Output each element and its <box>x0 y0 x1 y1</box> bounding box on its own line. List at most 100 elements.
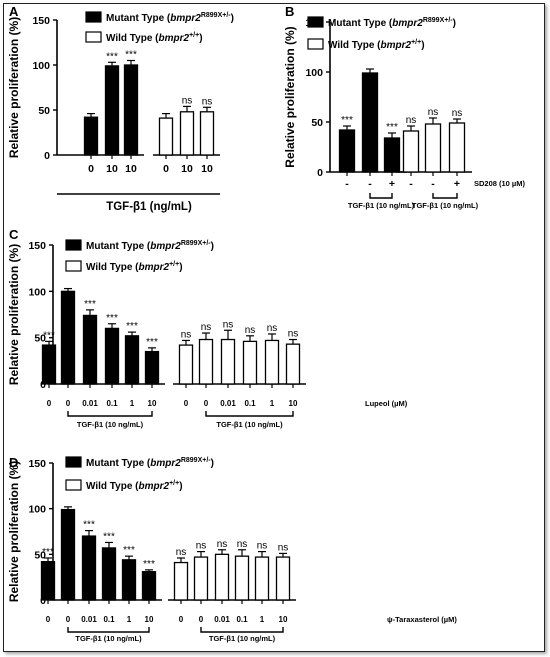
x-tick-label-A: 10 <box>201 163 213 175</box>
treatment-bracket-B <box>369 193 393 199</box>
y-axis-label-A: Relative proliferation (%) <box>7 17 21 158</box>
treatment-bracket-D <box>67 627 150 633</box>
significance-label-A: *** <box>106 51 118 62</box>
x-tick-label-D: 10 <box>279 615 288 624</box>
significance-label-C: ns <box>288 329 299 340</box>
significance-label-D: *** <box>123 545 135 556</box>
panel-letter-B: B <box>285 4 294 19</box>
x-tick-label-C: 0.01 <box>82 399 98 408</box>
bar-C-wild-2 <box>220 338 236 385</box>
significance-label-C: ns <box>267 323 278 334</box>
legend-label-D-wild: Wild Type (bmpr2+/+) <box>86 480 183 492</box>
x-tick-label-C: 10 <box>289 399 298 408</box>
legend-swatch-A-mutant <box>85 11 102 23</box>
significance-label-B: *** <box>341 115 353 126</box>
y-tick-label-C: 50 <box>34 333 46 345</box>
x-tick-label-D: 0.1 <box>236 615 248 624</box>
bar-A-wild-0 <box>158 117 174 156</box>
bar-C-mutant-0 <box>41 344 57 385</box>
x-tick-label-C: 0 <box>204 399 209 408</box>
significance-label-B: *** <box>386 122 398 133</box>
bar-D-mutant-0 <box>40 560 56 601</box>
bar-D-wild-5 <box>275 556 291 601</box>
legend-label-B-wild: Wild Type (bmpr2+/+) <box>328 39 425 51</box>
treatment-bracket-B <box>432 193 458 199</box>
significance-label-C: ns <box>223 319 234 330</box>
legend-swatch-D-wild <box>65 479 82 491</box>
legend-label-D-mutant: Mutant Type (bmpr2R899X+/-) <box>86 457 214 469</box>
y-tick-label-A: 100 <box>32 60 50 72</box>
significance-label-B: ns <box>406 115 417 126</box>
x-tick-label-D: 1 <box>127 615 132 624</box>
x-tick-label-D: 10 <box>145 615 154 624</box>
y-tick-label-B: 0 <box>317 167 323 179</box>
significance-label-C: ns <box>201 322 212 333</box>
y-tick-label-C: 0 <box>40 379 46 391</box>
bar-C-wild-3 <box>242 340 258 385</box>
significance-label-D: ns <box>237 539 248 550</box>
bar-C-mutant-4 <box>124 335 140 385</box>
x-tick-label-B: + <box>389 178 395 190</box>
legend-label-C-wild: Wild Type (bmpr2+/+) <box>86 261 183 273</box>
x-tick-label-C: 1 <box>130 399 135 408</box>
x-tick-label-D: 1 <box>260 615 265 624</box>
significance-label-A: ns <box>182 95 193 106</box>
bar-B-mutant-2 <box>383 137 401 173</box>
legend-label-C-mutant: Mutant Type (bmpr2R899X+/-) <box>86 240 214 252</box>
legend-label-A-mutant: Mutant Type (bmpr2R899X+/-) <box>106 12 234 24</box>
panel-letter-A: A <box>9 4 19 19</box>
panel-letter-C: C <box>9 227 19 242</box>
x-tick-label-B: - <box>368 178 372 190</box>
x-tick-label-D: 0 <box>199 615 204 624</box>
bar-C-wild-5 <box>285 343 301 385</box>
x-tick-label-D: 0.1 <box>103 615 115 624</box>
panel-letter-D: D <box>9 455 18 470</box>
significance-label-C: ns <box>181 329 192 340</box>
x-tick-label-C: 10 <box>148 399 157 408</box>
y-tick-label-A: 50 <box>38 105 50 117</box>
x-tick-label-A: 10 <box>181 163 193 175</box>
significance-label-D: ns <box>257 541 268 552</box>
bar-C-mutant-2 <box>82 314 98 385</box>
treatment-bracket-C <box>205 411 294 417</box>
bar-A-wild-2 <box>199 111 215 156</box>
bar-B-wild-1 <box>424 123 442 173</box>
significance-label-D: *** <box>103 531 115 542</box>
significance-label-C: *** <box>146 337 158 348</box>
group-note-C: TGF-β1 (10 ng/mL) <box>77 420 144 429</box>
significance-label-B: ns <box>428 107 439 118</box>
treatment-label-C: Lupeol (µM) <box>365 399 408 408</box>
x-tick-label-B: - <box>345 178 349 190</box>
bar-C-mutant-3 <box>104 327 120 385</box>
x-tick-label-C: 0.01 <box>220 399 236 408</box>
y-axis-label-B: Relative proliferation (%) <box>283 26 297 167</box>
bar-B-mutant-0 <box>338 129 356 173</box>
bar-B-wild-0 <box>402 130 420 173</box>
x-tick-label-C: 0.1 <box>244 399 256 408</box>
y-tick-label-B: 100 <box>305 67 323 79</box>
significance-label-D: ns <box>196 541 207 552</box>
legend-swatch-A-wild <box>85 31 102 43</box>
significance-label-C: ns <box>245 325 256 336</box>
x-tick-label-C: 0.1 <box>106 399 118 408</box>
significance-label-A: *** <box>125 50 137 61</box>
treatment-label-B: SD208 (10 µM) <box>474 179 526 188</box>
bar-D-mutant-4 <box>121 559 137 601</box>
x-tick-label-D: 0 <box>46 615 51 624</box>
legend-swatch-C-mutant <box>65 239 82 251</box>
treatment-bracket-C <box>67 411 153 417</box>
treatment-bracket-D <box>200 627 284 633</box>
bar-D-wild-0 <box>173 561 189 601</box>
group-note-B: TGF-β1 (10 ng/mL) <box>412 201 479 210</box>
bar-B-wild-2 <box>448 122 466 173</box>
bar-A-mutant-1 <box>104 65 120 156</box>
significance-label-C: *** <box>126 321 138 332</box>
bar-D-mutant-1 <box>60 508 76 601</box>
legend-swatch-D-mutant <box>65 456 82 468</box>
y-tick-label-A: 150 <box>32 15 50 27</box>
x-tick-label-D: 0 <box>179 615 184 624</box>
x-tick-label-C: 0 <box>66 399 71 408</box>
bar-D-mutant-2 <box>81 535 97 601</box>
significance-label-A: ns <box>202 96 213 107</box>
